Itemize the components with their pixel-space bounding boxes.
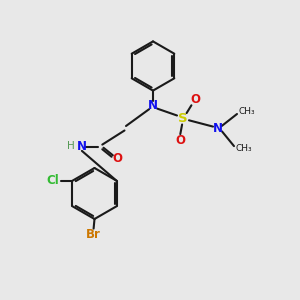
Text: S: S	[178, 112, 188, 125]
Text: Cl: Cl	[46, 174, 59, 187]
Text: N: N	[212, 122, 223, 136]
Text: N: N	[77, 140, 87, 154]
Text: O: O	[175, 134, 185, 147]
Text: O: O	[112, 152, 122, 165]
Text: Br: Br	[85, 228, 100, 241]
Text: H: H	[67, 140, 75, 151]
Text: O: O	[190, 93, 201, 106]
Text: CH₃: CH₃	[236, 144, 252, 153]
Text: CH₃: CH₃	[238, 106, 255, 116]
Text: N: N	[148, 99, 158, 112]
